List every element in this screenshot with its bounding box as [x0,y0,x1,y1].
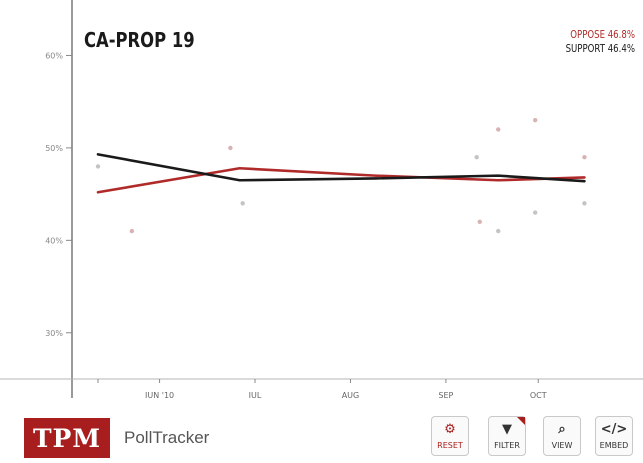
code-icon: </> [600,422,628,437]
embed-button[interactable]: </> EMBED [595,416,633,456]
polltracker-brand: PollTracker [124,428,210,447]
poll-point [95,164,101,169]
tpm-logo[interactable]: TPM [24,418,110,458]
view-label: VIEW [551,441,573,450]
filter-icon: ▼ [502,422,512,437]
poll-point [129,228,135,234]
x-tick-label: JUN '10 [144,391,174,398]
x-tick-label: JUL [248,391,262,398]
poll-point [532,117,538,123]
magnifier-icon: ⌕ [558,422,566,437]
filter-label: FILTER [494,441,520,450]
legend: OPPOSE 46.8% SUPPORT 46.4% [566,28,635,56]
y-tick-label: 50% [45,144,63,153]
filter-active-indicator [517,417,525,425]
series-line-support [96,153,586,183]
legend-oppose: OPPOSE 46.8% [566,28,635,42]
legend-support-value: 46.4% [607,42,635,55]
x-tick-label: SEP [438,391,453,398]
gear-icon: ⚙ [444,422,456,437]
y-tick-label: 40% [45,236,63,245]
y-tick-label: 60% [45,51,63,60]
poll-point [477,219,482,225]
chart-area: 30% 40% 50% 60% JUN '10 JUL AUG SEP OCT [0,0,643,398]
poll-point [582,154,587,160]
poll-point [532,210,538,215]
poll-point [496,228,501,234]
legend-support-label: SUPPORT [565,42,606,55]
legend-oppose-value: 46.8% [607,28,635,41]
poll-point [228,145,233,151]
reset-button[interactable]: ⚙ RESET [431,416,469,456]
x-tick-label: AUG [342,391,360,398]
legend-support: SUPPORT 46.4% [566,42,635,56]
legend-oppose-label: OPPOSE [570,28,606,41]
view-button[interactable]: ⌕ VIEW [543,416,581,456]
y-tick-label: 30% [45,329,63,338]
chart-title: CA-PROP 19 [84,28,195,52]
reset-label: RESET [437,441,463,450]
poll-point [496,127,501,132]
poll-point [582,201,587,206]
series-line-oppose [96,166,586,194]
footer-bar: TPM PollTracker ⚙ RESET ▼ FILTER ⌕ VIEW … [0,398,643,463]
x-tick-label: OCT [530,391,547,398]
poll-point [474,154,479,160]
filter-button[interactable]: ▼ FILTER [488,416,526,456]
poll-point [240,201,245,206]
embed-label: EMBED [599,441,629,450]
